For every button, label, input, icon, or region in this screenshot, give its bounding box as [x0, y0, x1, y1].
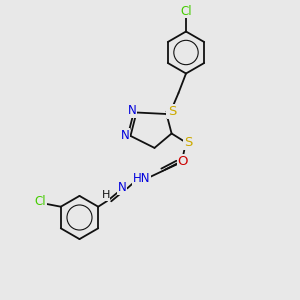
Text: N: N	[128, 104, 136, 118]
Text: H: H	[101, 190, 110, 200]
Text: N: N	[121, 129, 130, 142]
Text: N: N	[118, 181, 127, 194]
Text: Cl: Cl	[181, 4, 192, 18]
Text: S: S	[167, 104, 175, 118]
Text: O: O	[178, 154, 188, 168]
Text: S: S	[168, 105, 176, 118]
Text: S: S	[184, 136, 192, 149]
Text: HN: HN	[133, 172, 150, 185]
Text: Cl: Cl	[34, 195, 46, 208]
